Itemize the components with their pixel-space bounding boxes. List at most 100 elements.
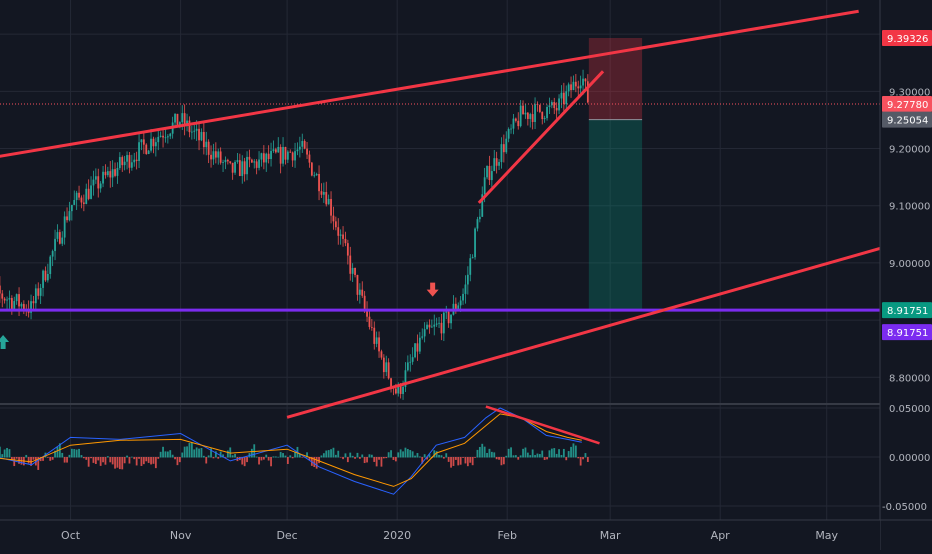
histogram-bar xyxy=(572,443,575,458)
candle-body xyxy=(399,385,402,394)
histogram-bar xyxy=(390,450,392,458)
candle-body xyxy=(358,289,361,295)
candle-body xyxy=(457,305,460,310)
histogram-bar xyxy=(15,457,18,459)
candle-body xyxy=(176,113,179,126)
histogram-bar xyxy=(267,457,270,461)
histogram-bar xyxy=(550,448,553,458)
histogram-bar xyxy=(90,457,92,459)
candle-body xyxy=(66,216,68,221)
candle-body xyxy=(402,386,404,394)
histogram-bar xyxy=(370,454,373,458)
histogram-bar xyxy=(538,454,541,458)
histogram-bar xyxy=(512,455,515,458)
histogram-bar xyxy=(500,457,503,466)
candle-body xyxy=(546,106,548,119)
candle-body xyxy=(253,161,256,163)
time-tick-label: 2020 xyxy=(383,529,411,542)
candle-body xyxy=(265,153,268,163)
candle-body xyxy=(291,152,294,161)
candle-body xyxy=(255,161,258,168)
histogram-bar xyxy=(306,452,308,458)
histogram-bar xyxy=(330,449,332,458)
candle-body xyxy=(306,148,308,155)
histogram-bar xyxy=(322,453,325,458)
candle-body xyxy=(464,284,467,294)
candle-body xyxy=(140,139,143,143)
candle-body xyxy=(572,81,575,91)
histogram-bar xyxy=(375,457,378,467)
candle-body xyxy=(541,111,544,120)
histogram-bar xyxy=(428,454,431,458)
histogram-bar xyxy=(457,457,460,466)
oscillator-line xyxy=(0,413,582,487)
histogram-bar xyxy=(577,457,580,459)
histogram-bar xyxy=(586,457,589,462)
candle-body xyxy=(94,176,97,180)
candle-body xyxy=(262,153,265,163)
histogram-bar xyxy=(150,457,152,465)
candle-body xyxy=(80,197,83,203)
histogram-bar xyxy=(409,450,412,458)
histogram-bar xyxy=(286,457,289,464)
candle-body xyxy=(349,255,352,274)
candle-body xyxy=(406,362,409,371)
histogram-bar xyxy=(97,457,100,461)
candle-body xyxy=(123,161,126,166)
histogram-bar xyxy=(75,449,78,458)
candle-body xyxy=(397,385,400,394)
time-tick-label: Apr xyxy=(711,529,731,542)
candle-body xyxy=(226,159,229,162)
candle-body xyxy=(303,141,306,149)
candle-body xyxy=(169,133,172,137)
candle-body xyxy=(330,198,332,216)
histogram-bar xyxy=(313,457,316,468)
histogram-bar xyxy=(332,447,335,458)
histogram-bar xyxy=(253,444,256,458)
histogram-bar xyxy=(440,455,443,458)
candle-body xyxy=(555,107,558,111)
time-tick-label: Oct xyxy=(61,529,81,542)
candle-body xyxy=(450,314,452,324)
candle-body xyxy=(73,199,76,205)
candle-body xyxy=(289,151,292,153)
candle-body xyxy=(190,131,193,133)
histogram-bar xyxy=(536,453,539,458)
oscillator-pane xyxy=(0,405,600,495)
histogram-bar xyxy=(483,446,486,458)
histogram-bar xyxy=(82,457,85,459)
histogram-bar xyxy=(553,448,556,458)
candle-body xyxy=(301,141,304,147)
candle-body xyxy=(133,159,136,163)
histogram-bar xyxy=(507,448,510,458)
candle-body xyxy=(534,104,536,122)
price-tick-label: 8.80000 xyxy=(889,373,930,384)
candle-body xyxy=(318,173,320,192)
histogram-bar xyxy=(294,451,296,458)
histogram-bar xyxy=(49,457,52,461)
candle-body xyxy=(274,149,277,153)
histogram-bar xyxy=(342,457,344,460)
candle-body xyxy=(250,159,253,163)
histogram-bar xyxy=(58,443,61,458)
candle-body xyxy=(334,221,337,228)
price-tag-label: 8.91751 xyxy=(887,328,928,339)
candle-body xyxy=(529,114,532,119)
candle-body xyxy=(200,132,203,141)
histogram-bar xyxy=(219,451,222,458)
histogram-bar xyxy=(217,457,220,459)
histogram-bar xyxy=(570,446,572,458)
candle-body xyxy=(37,288,40,296)
candle-body xyxy=(560,92,563,99)
histogram-bar xyxy=(502,457,505,465)
candle-body xyxy=(416,343,419,352)
candle-body xyxy=(308,154,311,163)
histogram-bar xyxy=(394,457,397,462)
candle-body xyxy=(582,78,584,86)
candle-body xyxy=(286,151,289,160)
candle-body xyxy=(145,144,148,155)
candle-body xyxy=(1,293,4,299)
histogram-bar xyxy=(493,452,496,458)
price-tag-label: 9.27780 xyxy=(887,100,928,111)
